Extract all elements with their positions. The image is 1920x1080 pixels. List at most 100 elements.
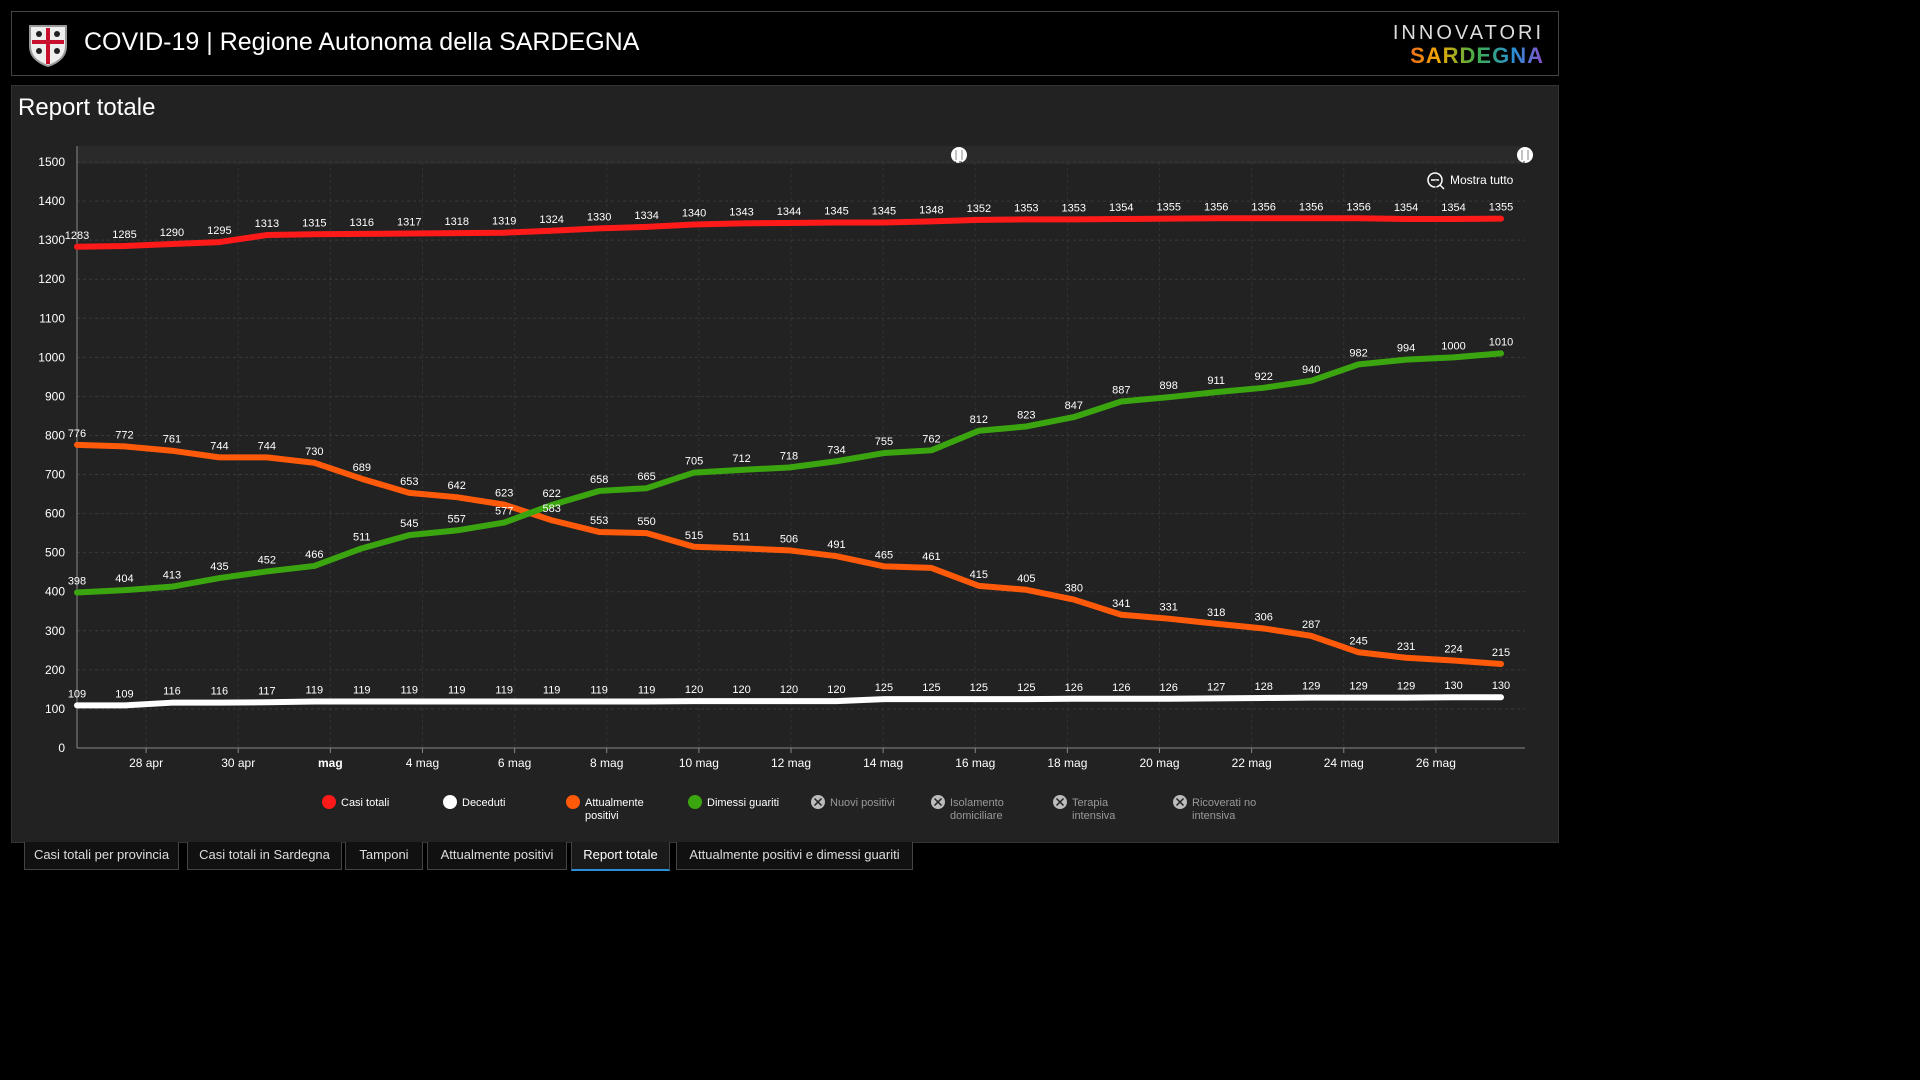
- data-label: 1354: [1441, 202, 1465, 214]
- data-label: 413: [163, 570, 181, 582]
- data-label: 1345: [824, 206, 848, 218]
- data-label: 119: [448, 685, 466, 697]
- legend-marker-casi-totali[interactable]: [322, 795, 336, 809]
- tab-report-totale[interactable]: Report totale: [571, 842, 670, 871]
- brand-bottom-text: SARDEGNA: [1393, 44, 1544, 68]
- data-label: 129: [1397, 681, 1415, 693]
- data-label: 705: [685, 456, 703, 468]
- data-label: 341: [1112, 598, 1130, 610]
- data-label: 994: [1397, 343, 1415, 355]
- legend-marker-deceduti[interactable]: [443, 795, 457, 809]
- tab-attualmente-positivi-e-dimessi-guariti[interactable]: Attualmente positivi e dimessi guariti: [676, 842, 913, 870]
- y-tick-label: 1300: [38, 233, 65, 247]
- y-tick-label: 400: [45, 585, 65, 599]
- zoom-reset-button[interactable]: Mostra tutto: [1450, 173, 1514, 187]
- y-tick-label: 1000: [38, 350, 65, 364]
- legend-marker-dimessi-guariti[interactable]: [688, 795, 702, 809]
- y-tick-label: 1100: [39, 311, 65, 325]
- y-tick-label: 700: [45, 468, 65, 482]
- innovatori-sardegna-logo: INNOVATORI SARDEGNA: [1393, 22, 1544, 68]
- data-label: 119: [590, 685, 608, 697]
- x-tick-label: 28 apr: [129, 756, 163, 770]
- legend-label[interactable]: Terapia: [1072, 797, 1109, 809]
- legend-label[interactable]: Casi totali: [341, 797, 389, 809]
- legend-label[interactable]: intensiva: [1192, 810, 1236, 822]
- x-tick-label: 30 apr: [221, 756, 255, 770]
- y-tick-label: 100: [45, 702, 65, 716]
- data-label: 550: [637, 516, 655, 528]
- legend-label[interactable]: Dimessi guariti: [707, 797, 779, 809]
- x-tick-label: 10 mag: [679, 756, 719, 770]
- tab-casi-totali-in-sardegna[interactable]: Casi totali in Sardegna: [187, 842, 342, 870]
- data-label: 125: [922, 682, 940, 694]
- data-label: 119: [543, 685, 561, 697]
- data-label: 665: [637, 471, 655, 483]
- legend-label[interactable]: domiciliare: [950, 810, 1003, 822]
- x-tick-label: 20 mag: [1140, 756, 1180, 770]
- zoom-out-icon-handle: [1439, 184, 1445, 190]
- y-tick-label: 200: [45, 663, 65, 677]
- data-label: 922: [1254, 371, 1272, 383]
- data-label: 1330: [587, 211, 611, 223]
- data-label: 622: [542, 488, 560, 500]
- data-label: 658: [590, 474, 608, 486]
- y-tick-label: 800: [45, 428, 65, 442]
- data-label: 744: [258, 440, 276, 452]
- chart-panel: Report totale Mostra tutto 0 100 200 300 400 5…: [11, 85, 1559, 843]
- data-label: 331: [1160, 602, 1178, 614]
- data-label: 1355: [1489, 202, 1513, 214]
- tab-tamponi[interactable]: Tamponi: [345, 842, 423, 870]
- x-tick-label: 24 mag: [1324, 756, 1364, 770]
- data-label: 1353: [1062, 202, 1086, 214]
- data-label: 128: [1254, 681, 1272, 693]
- series-line-deceduti: [74, 694, 1504, 709]
- data-label: 583: [542, 503, 560, 515]
- data-label: 1319: [492, 216, 516, 228]
- legend-label[interactable]: Deceduti: [462, 797, 505, 809]
- data-label: 1285: [112, 229, 136, 241]
- y-tick-label: 900: [45, 389, 65, 403]
- data-label: 1356: [1204, 201, 1228, 213]
- data-label: 130: [1492, 680, 1510, 692]
- range-slider-track[interactable]: [77, 146, 1525, 164]
- data-label: 772: [115, 429, 133, 441]
- data-label: 1354: [1109, 202, 1133, 214]
- legend-label[interactable]: intensiva: [1072, 810, 1116, 822]
- data-label: 887: [1112, 384, 1130, 396]
- legend-marker-attualmente-positivi[interactable]: [566, 795, 580, 809]
- range-slider-handle-end[interactable]: [1517, 147, 1533, 163]
- y-tick-label: 500: [45, 546, 65, 560]
- data-label: 117: [258, 685, 276, 697]
- data-label: 404: [115, 573, 133, 585]
- legend-label[interactable]: Isolamento: [950, 797, 1004, 809]
- data-label: 405: [1017, 573, 1035, 585]
- data-label: 129: [1349, 681, 1367, 693]
- data-label: 1334: [634, 210, 658, 222]
- legend-label[interactable]: Nuovi positivi: [830, 797, 895, 809]
- data-label: 744: [210, 440, 228, 452]
- y-tick-label: 0: [58, 741, 65, 755]
- x-tick-label: 8 mag: [590, 756, 623, 770]
- data-label: 1355: [1156, 202, 1180, 214]
- legend-label[interactable]: Attualmente: [585, 797, 644, 809]
- zoom-out-icon[interactable]: [1427, 172, 1443, 188]
- data-label: 911: [1207, 375, 1225, 387]
- data-label: 109: [115, 688, 133, 700]
- data-label: 718: [780, 451, 798, 463]
- legend-label[interactable]: Ricoverati no: [1192, 797, 1256, 809]
- data-label: 466: [305, 549, 323, 561]
- data-label: 1356: [1299, 201, 1323, 213]
- legend-label[interactable]: positivi: [585, 810, 619, 822]
- data-label: 506: [780, 533, 798, 545]
- range-slider-handle-start[interactable]: [951, 147, 967, 163]
- app-title: COVID-19 | Regione Autonoma della SARDEG…: [84, 28, 640, 56]
- tab-casi-totali-per-provincia[interactable]: Casi totali per provincia: [24, 842, 179, 870]
- app-header: COVID-19 | Regione Autonoma della SARDEG…: [11, 11, 1559, 76]
- data-label: 1352: [967, 203, 991, 215]
- tab-attualmente-positivi[interactable]: Attualmente positivi: [427, 842, 567, 870]
- data-label: 1343: [729, 206, 753, 218]
- x-tick-label: 22 mag: [1232, 756, 1272, 770]
- data-label: 511: [733, 531, 751, 543]
- legend-x-icon: [1055, 797, 1065, 807]
- data-label: 126: [1065, 682, 1083, 694]
